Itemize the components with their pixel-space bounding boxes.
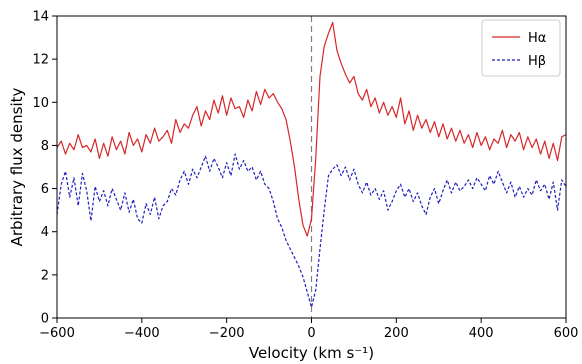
y-tick-label: 6 xyxy=(41,182,49,197)
legend-label-h-beta: Hβ xyxy=(528,54,546,69)
x-tick-label: −400 xyxy=(124,326,160,341)
x-tick-label: 600 xyxy=(554,326,579,341)
series-line-h-alpha xyxy=(56,21,567,237)
plot-area xyxy=(56,16,567,318)
x-tick-label: 200 xyxy=(384,326,409,341)
y-axis-label: Arbitrary flux density xyxy=(8,88,26,247)
y-tick-label: 10 xyxy=(32,96,49,111)
x-axis-ticks: −600 −400 −200 0 200 400 600 xyxy=(39,318,578,341)
x-tick-label: 0 xyxy=(307,326,315,341)
y-tick-label: 2 xyxy=(41,268,49,283)
y-tick-label: 8 xyxy=(41,139,49,154)
legend: Hα Hβ xyxy=(481,19,561,77)
series-line-h-beta xyxy=(56,153,567,308)
y-tick-label: 0 xyxy=(41,312,49,327)
y-tick-label: 12 xyxy=(32,53,49,68)
y-axis-ticks: 0 2 4 6 8 10 12 14 xyxy=(32,10,57,327)
x-axis-label: Velocity (km s⁻¹) xyxy=(249,344,374,362)
x-tick-label: 400 xyxy=(469,326,494,341)
x-tick-label: −200 xyxy=(209,326,245,341)
y-tick-label: 14 xyxy=(32,10,49,25)
y-tick-label: 4 xyxy=(41,225,49,240)
x-tick-label: −600 xyxy=(39,326,75,341)
legend-box xyxy=(481,19,561,77)
legend-label-h-alpha: Hα xyxy=(528,31,546,46)
